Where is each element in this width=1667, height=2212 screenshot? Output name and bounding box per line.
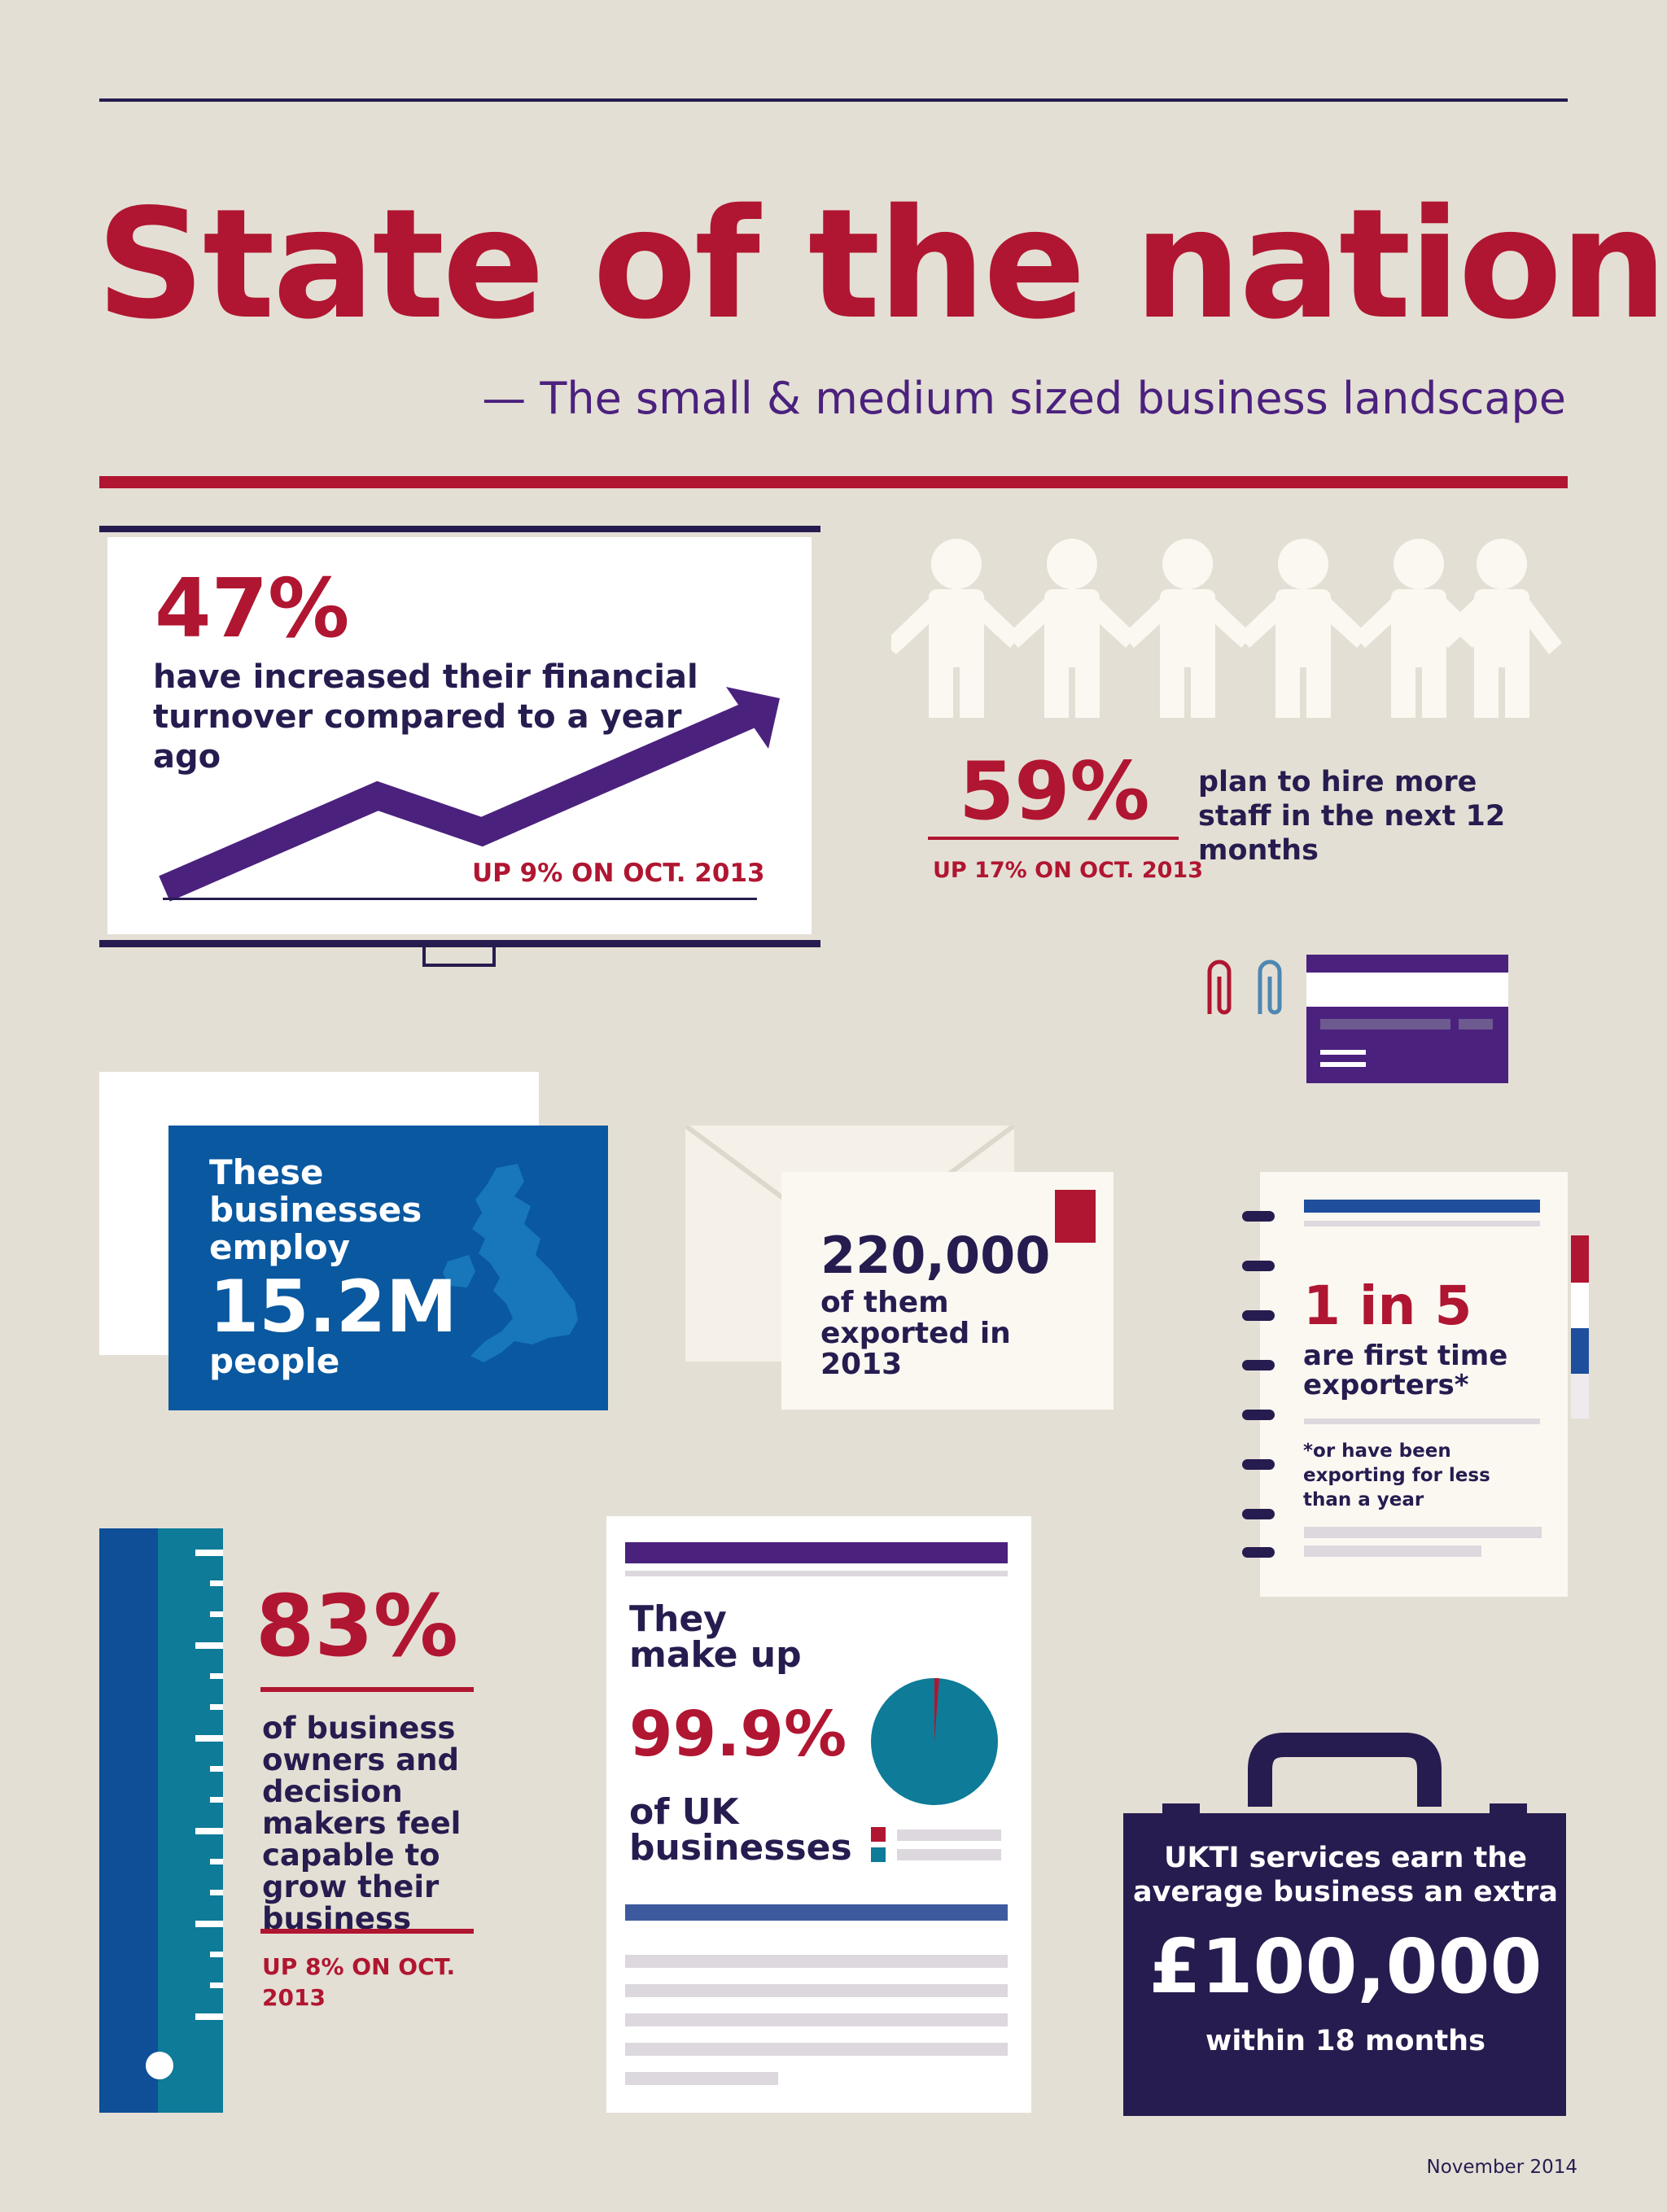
uk-map-icon [443,1164,578,1362]
first-time-stat: 1 in 5 [1303,1274,1472,1337]
card-stripe [1306,973,1508,1007]
briefcase-icon [1123,1733,1566,2116]
turnover-change: UP 9% ON OCT. 2013 [472,859,765,888]
notebook-tab [1571,1235,1589,1283]
notebook-line [1304,1221,1540,1226]
employment-text-before: These businesses employ [209,1152,422,1267]
employment-text-after: people [209,1341,340,1381]
paper-clips-icon [1207,960,1282,1015]
capability-stat: 83% [256,1576,458,1676]
capability-rule [260,1687,474,1692]
share-text-before: They make up [629,1598,802,1676]
stamp-icon [1055,1190,1096,1243]
notebook-tab [1571,1328,1589,1374]
ukti-stat: £100,000 [1149,1923,1542,2010]
legend-swatch-teal [871,1847,886,1862]
notebook-header-bar [1304,1200,1540,1213]
report-document [606,1516,1031,2113]
notebook-ring [1242,1211,1275,1222]
pie-slice-share [934,1678,939,1742]
exports-stat: 220,000 [820,1226,1051,1285]
header-red-divider [99,476,1568,488]
notebook-ring [1242,1547,1275,1558]
first-time-text: are first time exporters* [1303,1340,1508,1401]
legend-line [897,1849,1001,1860]
notebook-ring [1242,1459,1275,1470]
notebook-tab [1571,1374,1589,1419]
share-stat: 99.9% [629,1698,847,1771]
hiring-underline [928,837,1179,840]
capability-text: of business owners and decision makers f… [262,1711,462,1936]
notebook-ring [1242,1360,1275,1370]
document-header-bar [625,1542,1008,1563]
document-line [625,2013,1008,2026]
document-line [625,2043,1008,2056]
document-line [625,1984,1008,1997]
share-pie-chart [871,1678,998,1805]
card-detail [1459,1019,1493,1029]
card-detail [1320,1019,1450,1029]
notebook-line [1304,1419,1540,1424]
page-title: State of the nation [96,176,1667,352]
notebook-tab [1571,1283,1589,1328]
card-detail [1320,1062,1366,1067]
card-detail [1320,1050,1366,1055]
document-line [625,1571,1008,1576]
document-section-bar [625,1904,1008,1921]
first-time-note: *or have been exporting for less than a … [1303,1440,1490,1510]
board-stand [422,947,496,967]
board-bottom-edge [99,940,820,947]
notebook-line [1304,1527,1542,1538]
turnover-text: have increased their financial turnover … [153,658,698,776]
hiring-change: UP 17% ON OCT. 2013 [933,858,1203,883]
page-subtitle: — The small & medium sized business land… [482,373,1566,424]
share-text-after: of UK businesses [629,1791,852,1869]
ruler-icon [99,1528,223,2113]
hiring-stat: 59% [959,745,1150,838]
board-top-edge [99,526,820,532]
legend-line [897,1829,1001,1841]
exports-text: of them exported in 2013 [820,1286,1011,1381]
notebook-ring [1242,1310,1275,1321]
document-line [625,2072,778,2085]
notebook-ring [1242,1261,1275,1271]
capability-change: UP 8% ON OCT. 2013 [262,1953,456,2011]
footer-date: November 2014 [1426,2157,1578,2178]
top-divider [99,98,1568,102]
employment-stat: 15.2M [209,1265,457,1349]
people-chain-icon [891,539,1562,718]
document-line [625,1955,1008,1968]
ukti-text-after: within 18 months [1205,2025,1485,2057]
turnover-stat: 47% [155,561,350,656]
turnover-underline [163,898,757,900]
trend-arrow-icon [159,687,780,902]
capability-rule [260,1929,474,1934]
notebook-line [1304,1545,1481,1557]
notebook-ring [1242,1410,1275,1420]
hiring-text: plan to hire more staff in the next 12 m… [1198,766,1506,867]
ukti-text-before: UKTI services earn the average business … [1133,1842,1558,1908]
notebook [1260,1172,1568,1597]
legend-swatch-red [871,1827,886,1842]
notebook-ring [1242,1509,1275,1519]
